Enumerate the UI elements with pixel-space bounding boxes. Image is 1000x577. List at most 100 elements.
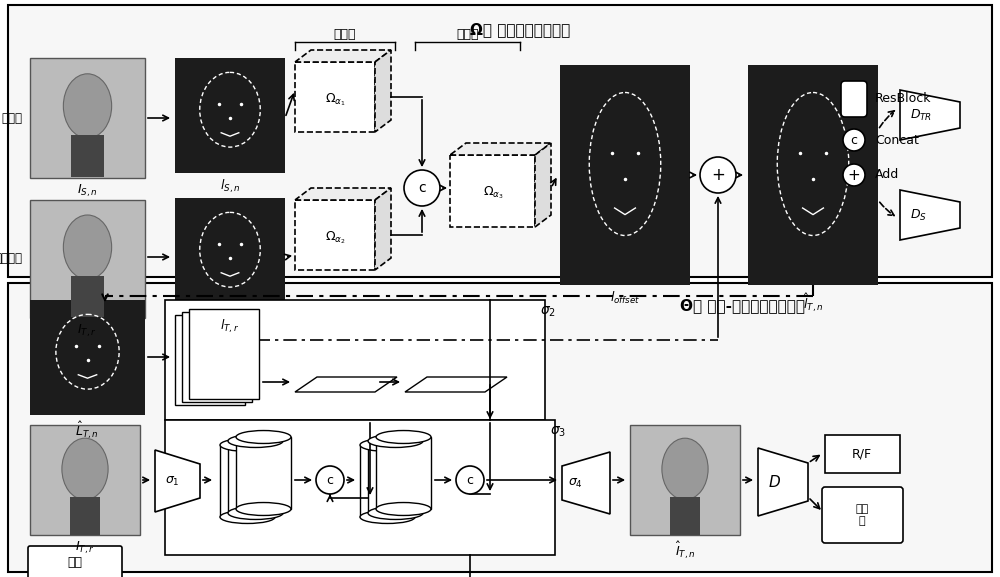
- Bar: [236, 437, 291, 509]
- Text: $\sigma_2$: $\sigma_2$: [540, 305, 556, 320]
- Ellipse shape: [220, 439, 275, 451]
- Bar: [220, 445, 275, 517]
- Text: $D$: $D$: [768, 474, 781, 490]
- Polygon shape: [900, 190, 960, 240]
- Circle shape: [404, 170, 440, 206]
- Bar: [30, 200, 145, 318]
- Bar: [228, 441, 283, 513]
- Bar: [30, 58, 145, 178]
- Polygon shape: [375, 50, 391, 132]
- Ellipse shape: [236, 503, 291, 515]
- Text: $\hat{l}_{T,n}$: $\hat{l}_{T,n}$: [803, 292, 823, 314]
- Bar: [175, 58, 285, 173]
- Ellipse shape: [360, 511, 415, 523]
- Text: $I_{T,r}$: $I_{T,r}$: [75, 540, 95, 556]
- Circle shape: [700, 157, 736, 193]
- Ellipse shape: [368, 507, 423, 519]
- Ellipse shape: [360, 439, 415, 451]
- Text: $\Omega_{\alpha_1}$: $\Omega_{\alpha_1}$: [325, 92, 345, 108]
- Text: 损失
消: 损失 消: [855, 504, 869, 526]
- Polygon shape: [450, 155, 535, 227]
- Polygon shape: [295, 50, 391, 62]
- Text: $\sigma_1$: $\sigma_1$: [165, 474, 180, 488]
- Text: ResBlock: ResBlock: [875, 92, 932, 106]
- Polygon shape: [758, 448, 808, 516]
- Ellipse shape: [376, 430, 431, 444]
- Polygon shape: [375, 188, 391, 270]
- Text: $\hat{I}_{T,n}$: $\hat{I}_{T,n}$: [675, 540, 695, 561]
- Ellipse shape: [228, 434, 283, 448]
- Text: $l_{T,r}$: $l_{T,r}$: [220, 318, 240, 335]
- Text: $l_{offset}$: $l_{offset}$: [610, 290, 640, 306]
- Bar: [30, 425, 140, 535]
- Text: R/F: R/F: [852, 448, 872, 460]
- Text: $I_{T,r}$: $I_{T,r}$: [77, 323, 97, 339]
- Text: 目标人脸: 目标人脸: [0, 253, 22, 265]
- Bar: [71, 276, 104, 317]
- Text: c: c: [850, 133, 858, 147]
- Text: $l_{S,n}$: $l_{S,n}$: [220, 178, 240, 196]
- Circle shape: [316, 466, 344, 494]
- Circle shape: [456, 466, 484, 494]
- Bar: [670, 497, 700, 535]
- Ellipse shape: [368, 434, 423, 448]
- Text: 解码器: 解码器: [457, 28, 479, 41]
- Text: 编码器: 编码器: [334, 28, 356, 41]
- Text: Θ： 几何-属性感知的生成器: Θ： 几何-属性感知的生成器: [680, 298, 805, 313]
- Polygon shape: [175, 315, 245, 405]
- Bar: [165, 420, 555, 555]
- Ellipse shape: [228, 507, 283, 519]
- Polygon shape: [562, 452, 610, 514]
- Text: c: c: [466, 474, 474, 486]
- Text: $\sigma_4$: $\sigma_4$: [568, 477, 583, 489]
- Polygon shape: [295, 188, 391, 200]
- Bar: [825, 435, 900, 473]
- Bar: [748, 65, 878, 285]
- Text: $\Omega_{\alpha_2}$: $\Omega_{\alpha_2}$: [325, 230, 345, 246]
- FancyBboxPatch shape: [28, 546, 122, 577]
- Text: Ω： 人脸特征点生成器: Ω： 人脸特征点生成器: [470, 22, 570, 37]
- Polygon shape: [182, 312, 252, 402]
- Polygon shape: [295, 62, 375, 132]
- Text: $\hat{L}_{T,n}$: $\hat{L}_{T,n}$: [75, 420, 99, 441]
- Bar: [30, 300, 145, 415]
- Bar: [630, 425, 740, 535]
- Bar: [368, 441, 423, 513]
- Ellipse shape: [662, 438, 708, 500]
- Ellipse shape: [62, 438, 108, 500]
- Polygon shape: [189, 309, 259, 399]
- Bar: [70, 497, 100, 535]
- Text: c: c: [418, 181, 426, 195]
- Circle shape: [843, 164, 865, 186]
- Text: 源人脸: 源人脸: [1, 111, 22, 125]
- Text: $I_{S,n}$: $I_{S,n}$: [77, 183, 97, 200]
- Text: +: +: [848, 167, 860, 182]
- Polygon shape: [900, 90, 960, 140]
- Text: Add: Add: [875, 168, 899, 182]
- Text: $\Omega_{\alpha_3}$: $\Omega_{\alpha_3}$: [483, 185, 503, 201]
- Polygon shape: [405, 377, 507, 392]
- Ellipse shape: [220, 511, 275, 523]
- Bar: [165, 300, 545, 420]
- Circle shape: [843, 129, 865, 151]
- Polygon shape: [295, 200, 375, 270]
- Polygon shape: [295, 377, 397, 392]
- Text: c: c: [326, 474, 334, 486]
- Ellipse shape: [236, 430, 291, 444]
- Bar: [8, 283, 992, 572]
- Polygon shape: [450, 143, 551, 155]
- Bar: [8, 5, 992, 277]
- Ellipse shape: [376, 503, 431, 515]
- Polygon shape: [155, 450, 200, 512]
- Bar: [175, 198, 285, 313]
- Text: +: +: [711, 166, 725, 184]
- Bar: [360, 445, 415, 517]
- Text: $\sigma_3$: $\sigma_3$: [550, 425, 566, 440]
- Bar: [560, 65, 690, 285]
- Text: $D_S$: $D_S$: [910, 208, 927, 223]
- Polygon shape: [535, 143, 551, 227]
- Bar: [71, 135, 104, 177]
- Bar: [376, 437, 431, 509]
- Ellipse shape: [63, 215, 112, 279]
- Text: Concat: Concat: [875, 133, 919, 147]
